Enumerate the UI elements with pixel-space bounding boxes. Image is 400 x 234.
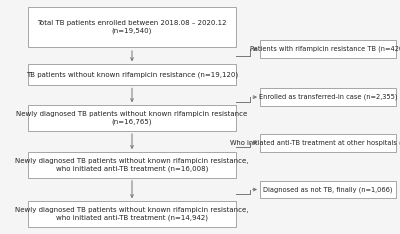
Text: Diagnosed as not TB, finally (n=1,066): Diagnosed as not TB, finally (n=1,066) xyxy=(263,186,393,193)
Text: Who initiated anti-TB treatment at other hospitals (n=757): Who initiated anti-TB treatment at other… xyxy=(230,139,400,146)
Text: Enrolled as transferred-in case (n=2,355): Enrolled as transferred-in case (n=2,355… xyxy=(259,94,397,100)
Text: Total TB patients enrolled between 2018.08 – 2020.12
(n=19,540): Total TB patients enrolled between 2018.… xyxy=(37,20,227,34)
Text: Newly diagnosed TB patients without known rifampicin resistance
(n=16,765): Newly diagnosed TB patients without know… xyxy=(16,111,248,125)
FancyBboxPatch shape xyxy=(28,201,236,227)
FancyBboxPatch shape xyxy=(28,64,236,85)
FancyBboxPatch shape xyxy=(260,181,396,198)
FancyBboxPatch shape xyxy=(260,88,396,106)
Text: TB patients without known rifampicin resistance (n=19,120): TB patients without known rifampicin res… xyxy=(26,72,238,78)
Text: Newly diagnosed TB patients without known rifampicin resistance,
who initiated a: Newly diagnosed TB patients without know… xyxy=(15,207,249,221)
FancyBboxPatch shape xyxy=(28,105,236,131)
Text: Patients with rifampicin resistance TB (n=420): Patients with rifampicin resistance TB (… xyxy=(250,46,400,52)
Text: Newly diagnosed TB patients without known rifampicin resistance,
who initiated a: Newly diagnosed TB patients without know… xyxy=(15,158,249,172)
FancyBboxPatch shape xyxy=(260,134,396,152)
FancyBboxPatch shape xyxy=(28,152,236,178)
FancyBboxPatch shape xyxy=(260,40,396,58)
FancyBboxPatch shape xyxy=(28,7,236,47)
